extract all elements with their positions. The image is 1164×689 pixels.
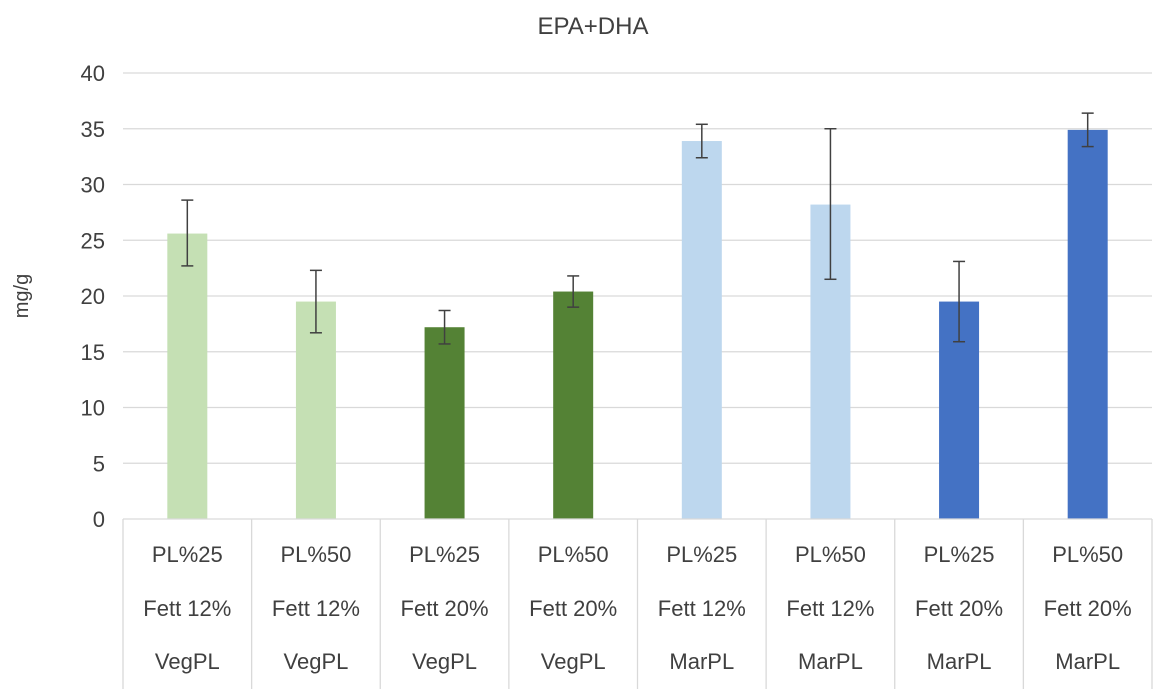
- y-axis-label: mg/g: [11, 274, 33, 318]
- y-tick-label: 25: [81, 228, 105, 253]
- x-tick-label: Fett 20%: [1044, 596, 1132, 621]
- y-tick-label: 15: [81, 340, 105, 365]
- x-tick-label: Fett 12%: [786, 596, 874, 621]
- y-tick-label: 40: [81, 61, 105, 86]
- x-tick-label: MarPL: [927, 649, 992, 674]
- gridlines: [123, 72, 1152, 464]
- x-tick-label: PL%25: [924, 542, 995, 567]
- x-tick-label: PL%25: [666, 542, 737, 567]
- x-tick-label: MarPL: [669, 649, 734, 674]
- x-tick-label: PL%25: [409, 542, 480, 567]
- y-tick-label: 5: [93, 451, 105, 476]
- y-tick-label: 10: [81, 396, 105, 421]
- x-tick-label: PL%50: [538, 542, 609, 567]
- x-tick-label: VegPL: [155, 649, 220, 674]
- bar: [553, 291, 594, 519]
- x-axis: PL%25 Fett 12% VegPL PL%50 Fett 12% VegPL PL%2…: [122, 518, 1153, 689]
- x-tick-label: Fett 20%: [529, 596, 617, 621]
- x-tick-label: Fett 12%: [658, 596, 746, 621]
- x-tick-label: MarPL: [798, 649, 863, 674]
- bar: [167, 233, 208, 519]
- x-tick-label: VegPL: [412, 649, 477, 674]
- x-tick-label: VegPL: [284, 649, 349, 674]
- y-tick-label: 30: [81, 173, 105, 198]
- y-tick-label: 0: [93, 507, 105, 532]
- x-tick-label: PL%50: [1052, 542, 1123, 567]
- bar: [295, 301, 336, 519]
- x-tick-label: PL%50: [795, 542, 866, 567]
- bar: [424, 327, 465, 519]
- bars: [167, 129, 1108, 520]
- y-axis-ticks: 0 5 10 15 20 25 30 35 40: [81, 61, 105, 532]
- error-bars: [181, 112, 1094, 345]
- x-tick-label: PL%50: [280, 542, 351, 567]
- x-tick-label: MarPL: [1055, 649, 1120, 674]
- bar: [681, 141, 722, 519]
- y-tick-label: 20: [81, 284, 105, 309]
- x-tick-label: VegPL: [541, 649, 606, 674]
- y-tick-label: 35: [81, 117, 105, 142]
- x-tick-label: PL%25: [152, 542, 223, 567]
- x-tick-label: Fett 12%: [143, 596, 231, 621]
- bar: [1067, 129, 1108, 520]
- x-tick-label: Fett 20%: [915, 596, 1003, 621]
- chart-title: EPA+DHA: [538, 13, 649, 40]
- x-tick-label: Fett 20%: [401, 596, 489, 621]
- x-tick-label: Fett 12%: [272, 596, 360, 621]
